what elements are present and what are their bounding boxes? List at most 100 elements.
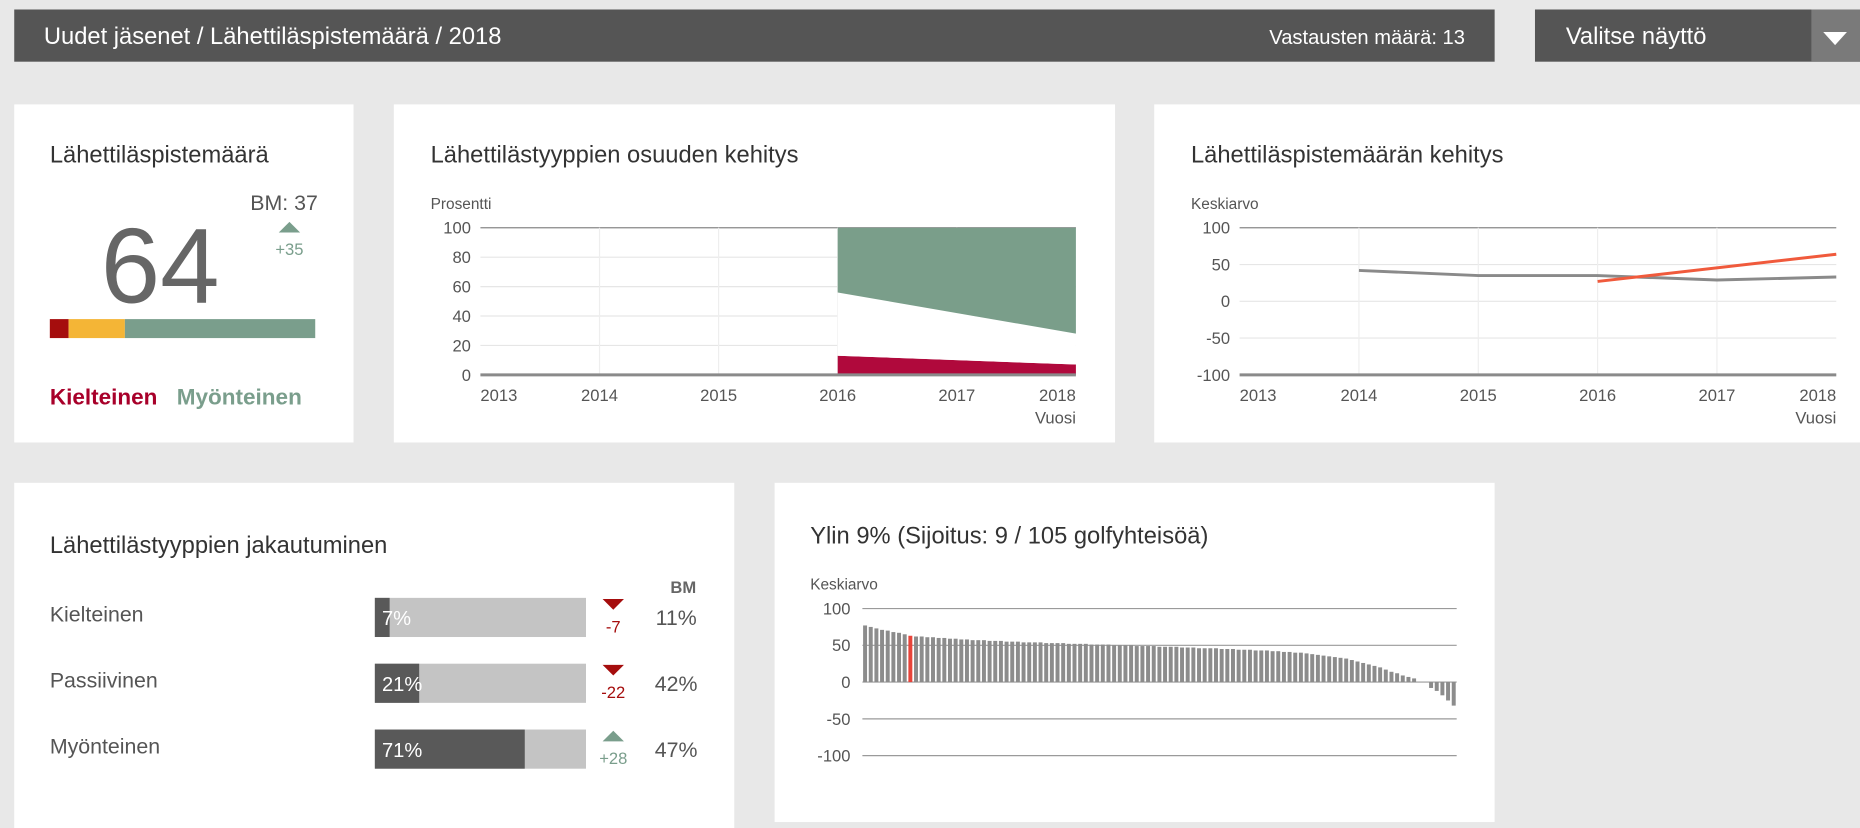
row-label: Kielteinen: [50, 603, 144, 627]
y-tick-label: 60: [452, 278, 470, 297]
bm-value: 11%: [656, 606, 697, 630]
bar: [1078, 643, 1083, 683]
x-axis-label: Vuosi: [1035, 408, 1076, 427]
bar: [914, 636, 918, 683]
y-tick-label: 20: [452, 336, 470, 355]
x-tick-label: 2018: [1799, 386, 1836, 405]
bar: [1321, 655, 1326, 683]
x-tick-label: 2013: [480, 386, 517, 405]
bar: [1202, 648, 1207, 683]
bar: [1281, 651, 1286, 683]
bar: [1338, 657, 1343, 683]
bar: [1083, 643, 1088, 683]
bar: [919, 636, 924, 683]
bar: [1361, 662, 1366, 683]
bar: [874, 628, 879, 683]
bar: [1095, 644, 1100, 683]
bar: [1100, 644, 1105, 683]
bar: [1214, 648, 1218, 683]
bar: [1174, 646, 1179, 683]
y-tick-label: 0: [1221, 292, 1230, 311]
bar: [1304, 653, 1309, 683]
bar: [942, 637, 947, 683]
bar: [1395, 673, 1400, 683]
bar: [1038, 642, 1043, 683]
bar: [1327, 656, 1332, 683]
header-title: Uudet jäsenet / Lähettiläspistemäärä / 2…: [44, 24, 502, 50]
header-bar: [14, 9, 1495, 62]
bar: [1112, 645, 1117, 683]
bar: [1140, 646, 1145, 683]
x-tick-label: 2018: [1039, 386, 1076, 405]
bar: [925, 637, 930, 683]
negative-label: Kielteinen: [50, 385, 158, 410]
bar: [1049, 643, 1054, 683]
y-tick-label: 50: [832, 636, 850, 655]
change-arrow: [602, 599, 624, 610]
bar: [902, 634, 907, 683]
bar: [964, 639, 969, 683]
bar: [970, 640, 975, 683]
card: [14, 482, 735, 828]
score: 64: [101, 205, 220, 325]
bar: [374, 663, 420, 703]
bar: [1072, 643, 1077, 683]
bar: [1191, 647, 1196, 683]
change-arrow: [602, 730, 624, 742]
change-label: -7: [606, 617, 621, 636]
benchmark: BM: 37: [250, 191, 318, 215]
bar: [1151, 646, 1156, 683]
bar: [1044, 643, 1049, 683]
bar: [998, 640, 1003, 683]
menu-label[interactable]: Valitse näyttö: [1566, 24, 1707, 50]
y-tick-label: -50: [1206, 329, 1230, 348]
positive-label: Myönteinen: [177, 385, 302, 410]
bar-label: 7%: [382, 608, 411, 630]
area: [837, 227, 1076, 334]
bar-label: 71%: [382, 740, 422, 762]
bar: [1066, 643, 1071, 683]
bar: [885, 630, 890, 683]
bar: [1349, 660, 1354, 683]
bar-label: 21%: [382, 674, 422, 696]
bar: [1372, 665, 1377, 683]
bar: [1197, 648, 1201, 683]
x-tick-label: 2015: [1460, 386, 1497, 405]
view-menu[interactable]: Valitse näyttö: [1534, 9, 1860, 62]
x-tick-label: 2017: [938, 386, 975, 405]
x-tick-label: 2015: [700, 386, 737, 405]
bar: [1412, 678, 1417, 683]
bar: [1451, 682, 1456, 706]
bar: [993, 640, 998, 683]
bar: [1129, 645, 1134, 683]
y-tick-label: -50: [827, 710, 851, 729]
menu-button[interactable]: [1534, 9, 1860, 62]
chart-title: Lähettilästyyppien osuuden kehitys: [431, 143, 799, 169]
chart-title: Lähettiläspistemäärän kehitys: [1191, 143, 1503, 169]
change-label: +35: [275, 240, 303, 259]
bar: [1015, 641, 1020, 683]
bar: [1293, 652, 1298, 683]
bar: [1440, 682, 1445, 696]
bar: [1406, 676, 1411, 683]
bar: [1242, 649, 1247, 683]
bar: [1298, 652, 1303, 683]
row-label: Passiivinen: [50, 668, 158, 692]
x-tick-label: 2014: [581, 386, 618, 405]
bar: [880, 629, 885, 683]
bar: [981, 640, 986, 683]
area: [837, 292, 1076, 365]
bar: [1236, 649, 1241, 683]
bar: [976, 640, 981, 683]
bar: [959, 639, 964, 683]
menu-arrow[interactable]: [1823, 32, 1847, 46]
bar: [1021, 642, 1026, 683]
bar: [947, 638, 952, 683]
card-title: Lähettiläspistemäärä: [50, 143, 270, 169]
change-label: -22: [601, 683, 625, 702]
bm-value: 42%: [655, 672, 698, 696]
change-arrow: [278, 221, 301, 233]
bar: [1225, 648, 1230, 683]
bar: [1117, 645, 1122, 683]
